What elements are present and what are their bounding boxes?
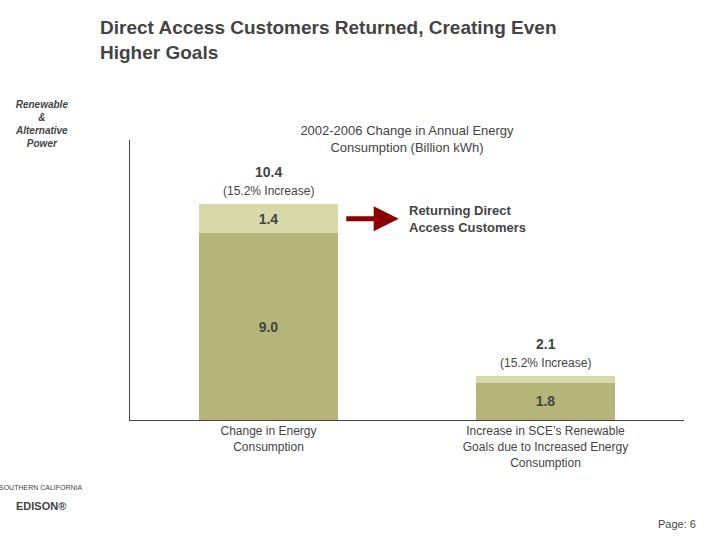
svg-text:(15.2% Increase): (15.2% Increase) (500, 356, 591, 370)
svg-text:9.0: 9.0 (259, 319, 279, 335)
svg-text:10.4: 10.4 (255, 164, 282, 180)
svg-text:(15.2% Increase): (15.2% Increase) (223, 184, 314, 198)
svg-text:1.4: 1.4 (259, 211, 279, 227)
svg-text:EDISON®: EDISON® (16, 500, 66, 512)
svg-text:Page: 6: Page: 6 (658, 518, 696, 530)
svg-text:Change in EnergyConsumption: Change in EnergyConsumption (220, 424, 316, 454)
svg-text:1.8: 1.8 (536, 393, 556, 409)
svg-text:Renewable&AlternativePower: Renewable&AlternativePower (15, 99, 68, 149)
svg-text:Direct Access Customers Return: Direct Access Customers Returned, Creati… (100, 17, 557, 63)
svg-text:SOUTHERN CALIFORNIA: SOUTHERN CALIFORNIA (0, 484, 83, 491)
svg-text:2.1: 2.1 (536, 336, 556, 352)
svg-text:Increase in SCE’s RenewableGoa: Increase in SCE’s RenewableGoals due to … (463, 424, 628, 469)
svg-text:2002-2006 Change in Annual Ene: 2002-2006 Change in Annual EnergyConsump… (300, 123, 514, 155)
svg-text:Returning DirectAccess Custome: Returning DirectAccess Customers (409, 203, 526, 235)
